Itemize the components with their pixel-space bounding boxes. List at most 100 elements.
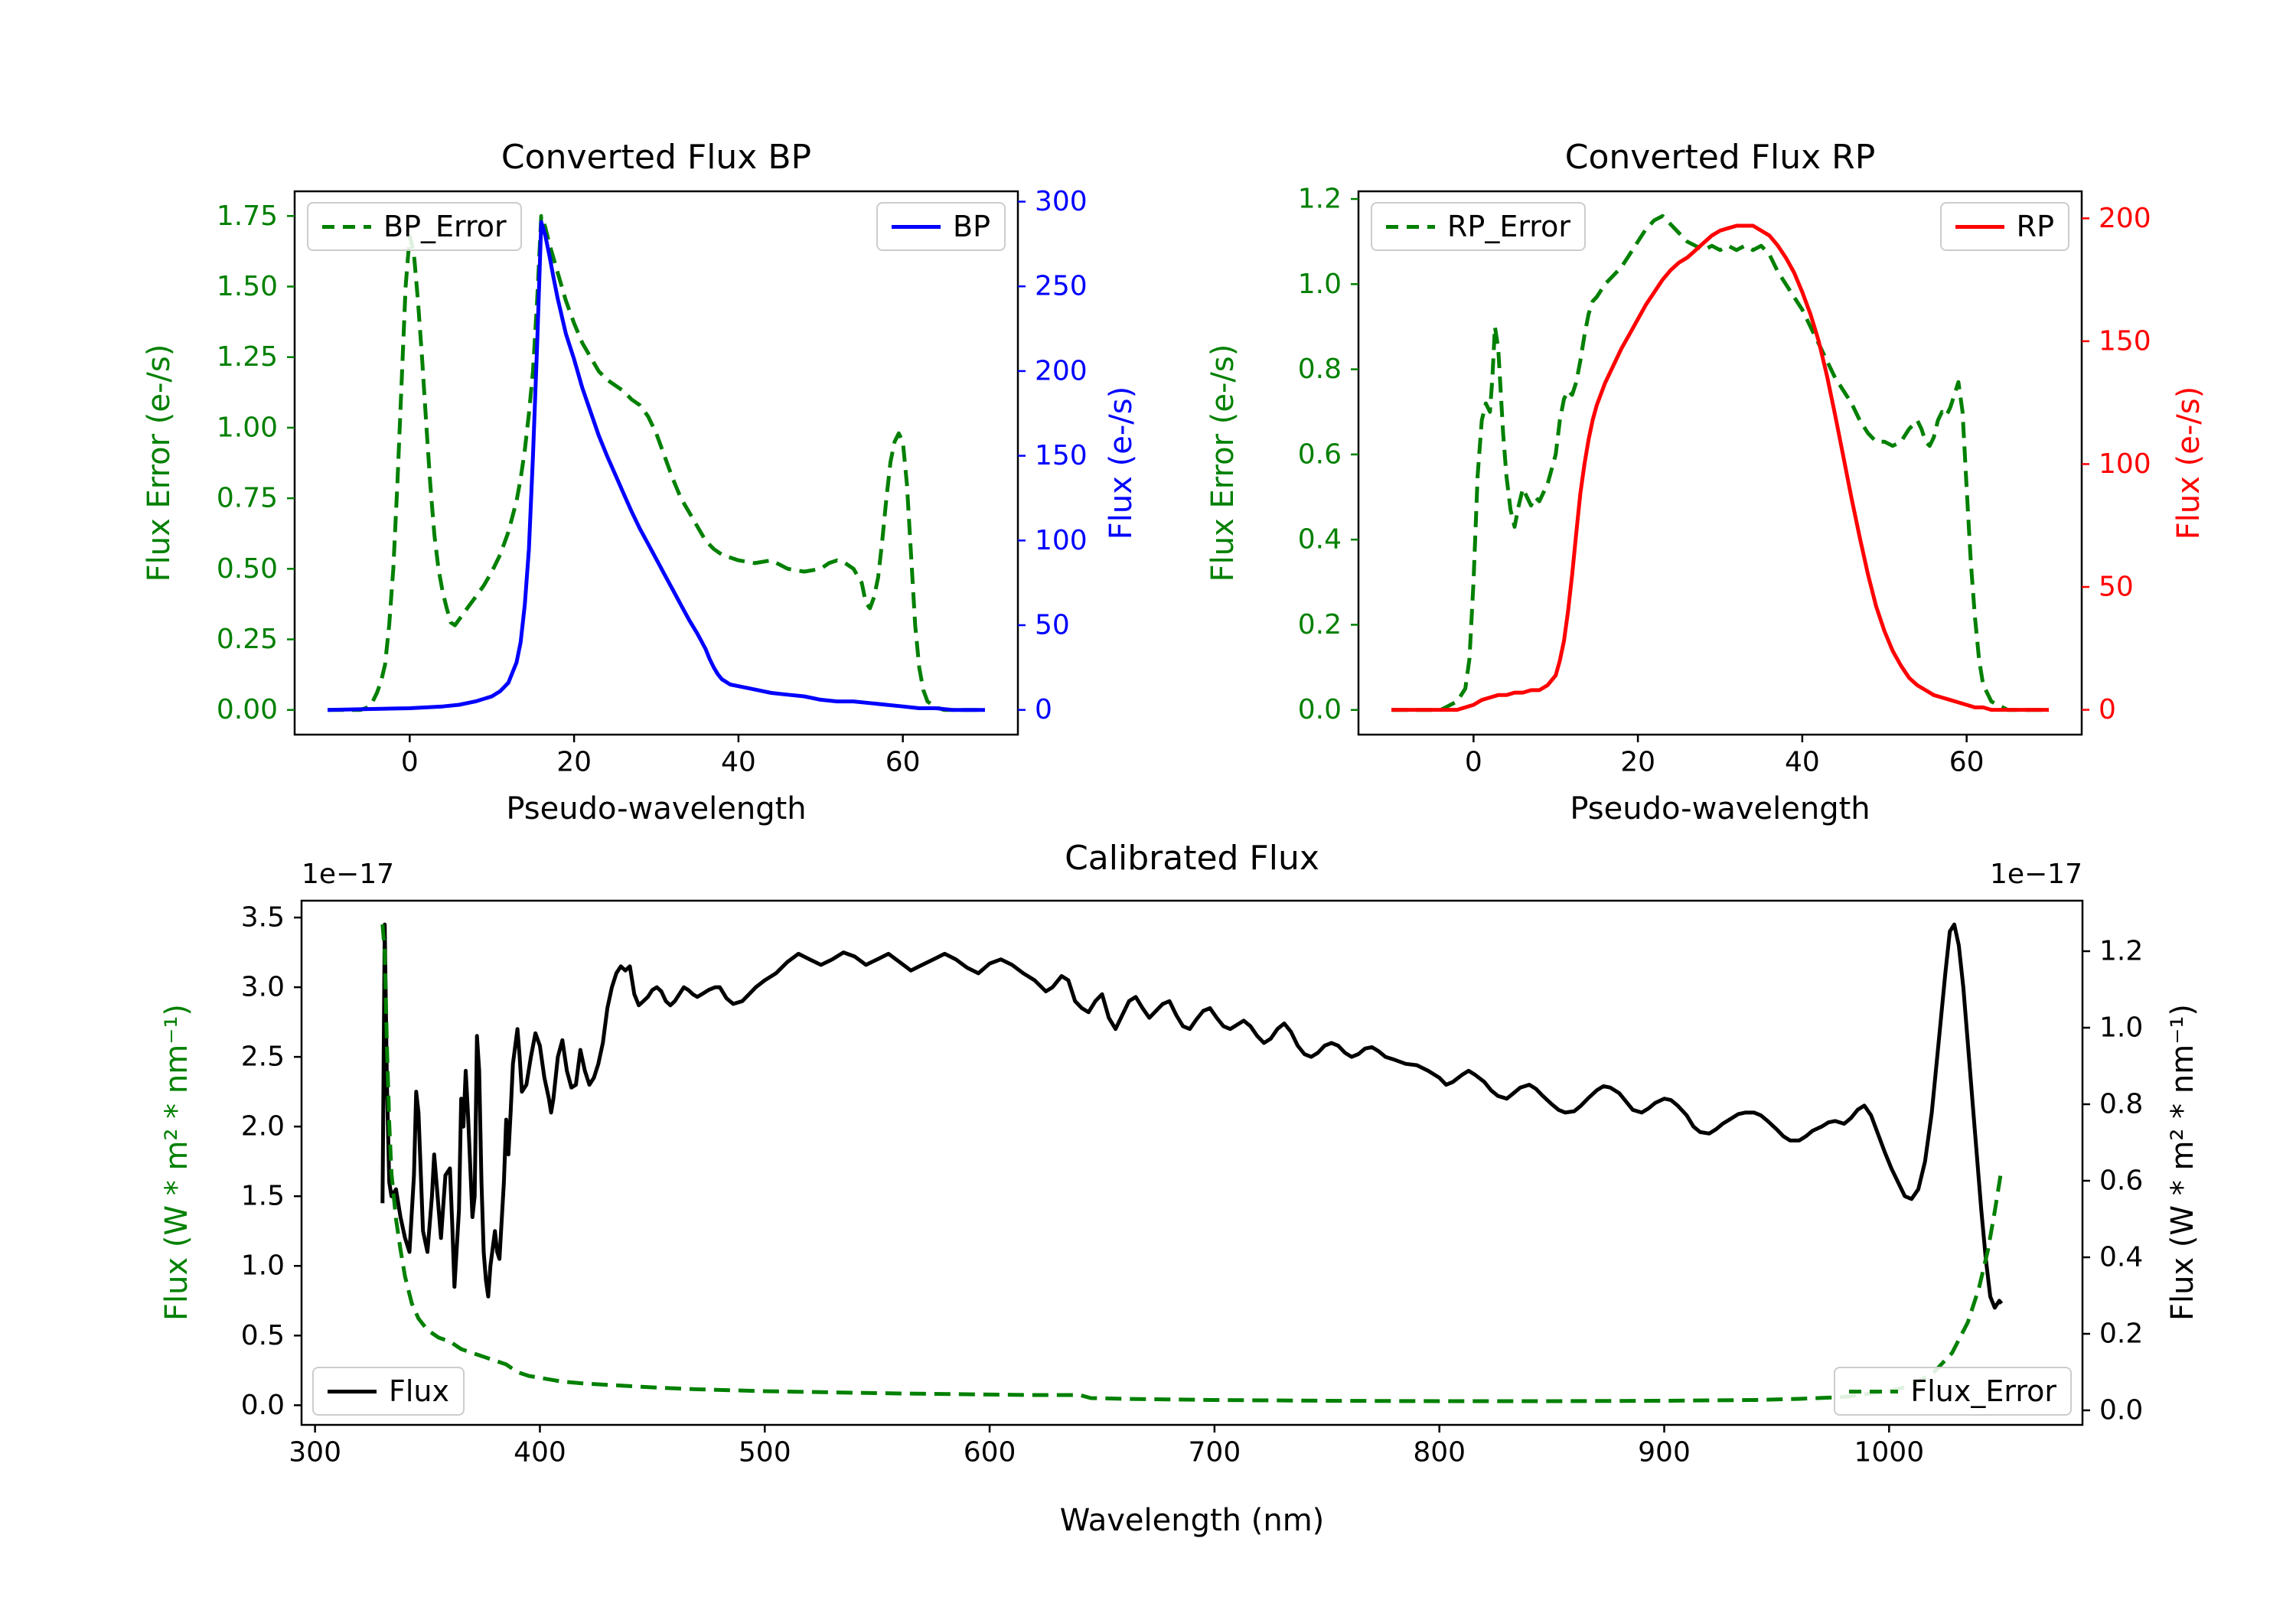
bp-legend-label: BP (953, 210, 990, 243)
bp-error-legend: BP_Error (307, 202, 522, 251)
calibrated-svg: 300 400 500 600 700 800 900 1000 0.0 0.5 1.0 1.5 2.0… (241, 899, 2143, 1468)
right-y-tick-label: 0.2 (2099, 1319, 2143, 1350)
rp-x-axis-label: Pseudo-wavelength (1570, 791, 1870, 826)
bp-x-axis-label: Pseudo-wavelength (506, 791, 807, 826)
bp-right-axis-label: Flux (e-/s) (1104, 386, 1139, 540)
x-tick-label: 20 (1620, 747, 1655, 778)
left-offset-text: 1e−17 (302, 859, 395, 890)
left-y-tick-label: 3.0 (241, 972, 285, 1003)
left-y-tick-label: 1.5 (241, 1181, 285, 1212)
x-tick-label: 500 (739, 1437, 791, 1468)
left-y-tick-label: 2.0 (241, 1111, 285, 1143)
left-y-tick-label: 0.25 (217, 624, 278, 655)
rp-error-legend: RP_Error (1371, 202, 1586, 251)
bp-left-axis-label: Flux Error (e-/s) (142, 344, 177, 582)
x-tick-label: 40 (721, 747, 756, 778)
calibrated-right-axis-label: Flux (W * m² * nm⁻¹) (2165, 1004, 2200, 1321)
flux-legend-line (328, 1389, 377, 1393)
calibrated-left-axis-label: Flux (W * m² * nm⁻¹) (159, 1004, 194, 1321)
left-y-tick-label: 0.0 (1298, 694, 1342, 725)
left-y-tick-label: 1.50 (217, 271, 278, 302)
right-y-tick-label: 150 (2099, 325, 2151, 357)
x-tick-label: 20 (556, 747, 592, 778)
axes-spines (300, 899, 2084, 1426)
series-Flux (380, 922, 2004, 1310)
bp-legend-line (892, 224, 941, 229)
left-y-tick-label: 0.5 (241, 1320, 285, 1351)
bp-title: Converted Flux BP (501, 138, 812, 177)
right-y-tick-label: 1.0 (2099, 1012, 2143, 1044)
right-y-tick-label: 150 (1035, 440, 1088, 471)
left-y-tick-label: 2.5 (241, 1041, 285, 1073)
bp-svg: 0 20 40 60 0.00 0.25 0.50 0.75 1.00 1.25 1.50 1.75 0… (217, 186, 1088, 778)
rp-right-axis-label: Flux (e-/s) (2171, 386, 2206, 540)
series-Flux_Error (380, 924, 2004, 1403)
bp-legend: BP (876, 202, 1006, 251)
x-tick-label: 900 (1638, 1437, 1691, 1468)
x-tick-label: 60 (885, 747, 921, 778)
right-y-tick-label: 50 (2099, 572, 2134, 603)
left-y-tick-label: 0.8 (1298, 354, 1342, 385)
x-tick-label: 40 (1785, 747, 1820, 778)
left-y-tick-label: 0.6 (1298, 438, 1342, 470)
series-RP_Error (1391, 214, 2049, 712)
rp-left-axis-label: Flux Error (e-/s) (1205, 344, 1241, 582)
bp-plot-area: BP_Error BP 0 20 40 60 0.00 0.25 0.50 0.75 1.00 1… (217, 186, 1088, 778)
axes-spines (1357, 190, 2083, 736)
calibrated-plot-area: Flux Flux_Error 300 400 500 600 700 800 900 100… (241, 899, 2143, 1468)
right-y-tick-label: 250 (1035, 271, 1088, 302)
right-y-tick-label: 0.0 (2099, 1395, 2143, 1426)
right-y-tick-label: 0 (2099, 694, 2116, 725)
calibrated-title: Calibrated Flux (1065, 839, 1319, 878)
rp-svg: 0 20 40 60 0.0 0.2 0.4 0.6 0.8 1.0 1.2 0 50 100 150 200 (1298, 184, 2151, 778)
rp-plot-area: RP_Error RP 0 20 40 60 0.0 0.2 0.4 0.6 0.8 1.0 1.2… (1298, 184, 2151, 778)
flux-legend: Flux (312, 1367, 465, 1416)
axes-spines (293, 190, 1019, 736)
left-y-tick-label: 1.25 (217, 341, 278, 373)
x-tick-label: 0 (401, 747, 419, 778)
right-y-tick-label: 0 (1035, 694, 1052, 725)
rp-legend-line (1955, 224, 2004, 229)
right-offset-text: 1e−17 (1989, 859, 2082, 890)
x-tick-label: 60 (1949, 747, 1985, 778)
x-tick-label: 0 (1465, 747, 1482, 778)
right-y-tick-label: 50 (1035, 609, 1070, 641)
right-y-tick-label: 300 (1035, 186, 1088, 217)
rp-title: Converted Flux RP (1564, 138, 1876, 177)
x-tick-label: 300 (289, 1437, 341, 1468)
x-tick-label: 600 (964, 1437, 1016, 1468)
rp-legend-label: RP (2016, 210, 2054, 243)
bp-error-legend-label: BP_Error (383, 210, 507, 243)
x-tick-label: 700 (1189, 1437, 1241, 1468)
rp-legend: RP (1939, 202, 2069, 251)
left-y-tick-label: 1.00 (217, 412, 278, 443)
left-y-tick-label: 1.0 (1298, 269, 1342, 300)
left-y-tick-label: 0.50 (217, 553, 278, 585)
flux-legend-label: Flux (389, 1374, 449, 1408)
rp-error-legend-line (1386, 224, 1435, 229)
x-tick-label: 400 (514, 1437, 566, 1468)
left-y-tick-label: 1.75 (217, 200, 278, 232)
left-y-tick-label: 1.2 (1298, 184, 1342, 215)
x-tick-label: 1000 (1854, 1437, 1925, 1468)
series-RP (1391, 223, 2049, 712)
left-y-tick-label: 1.0 (241, 1250, 285, 1282)
left-y-tick-label: 0.4 (1298, 524, 1342, 556)
flux-error-legend-line (1849, 1389, 1899, 1393)
right-y-tick-label: 100 (1035, 525, 1088, 556)
bp-error-legend-line (322, 224, 371, 229)
calibrated-x-axis-label: Wavelength (nm) (1059, 1503, 1325, 1538)
rp-error-legend-label: RP_Error (1447, 210, 1570, 243)
flux-error-legend-label: Flux_Error (1910, 1374, 2056, 1408)
series-BP_Error (328, 214, 985, 712)
x-tick-label: 800 (1413, 1437, 1466, 1468)
left-y-tick-label: 0.75 (217, 483, 278, 514)
right-y-tick-label: 1.2 (2099, 936, 2143, 967)
right-y-tick-label: 0.4 (2099, 1242, 2143, 1273)
left-y-tick-label: 0.0 (241, 1390, 285, 1421)
flux-error-legend: Flux_Error (1834, 1367, 2072, 1416)
right-y-tick-label: 200 (1035, 355, 1088, 386)
right-y-tick-label: 0.6 (2099, 1165, 2143, 1197)
right-y-tick-label: 0.8 (2099, 1089, 2143, 1120)
